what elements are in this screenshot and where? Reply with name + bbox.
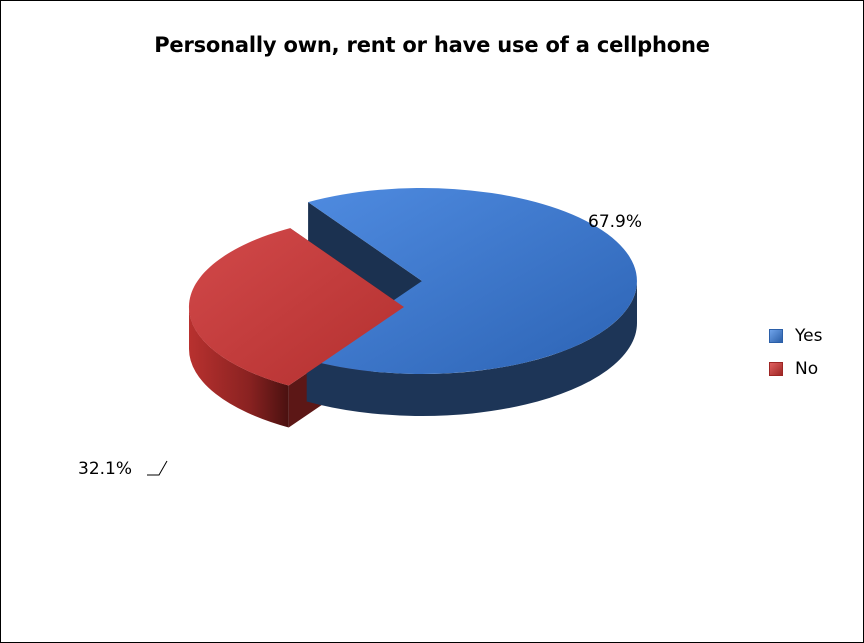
legend-label-yes: Yes (795, 325, 823, 346)
legend-item-no: No (769, 352, 822, 385)
chart-title: Personally own, rent or have use of a ce… (154, 33, 710, 57)
pie-wall-yes-0 (308, 202, 422, 323)
pie-slice-yes (306, 187, 637, 374)
pie-side-no (189, 307, 289, 428)
leader-line-no (147, 460, 168, 476)
legend-marker-yes (769, 328, 783, 343)
chart-legend: Yes No (769, 319, 822, 385)
legend-marker-no (769, 361, 783, 376)
data-label-no: 32.1% (78, 459, 132, 479)
pie-slice-no (188, 228, 404, 386)
pie-side-yes (306, 281, 637, 417)
legend-item-yes: Yes (769, 319, 822, 352)
legend-label-no: No (795, 358, 819, 379)
data-label-yes: 67.9% (588, 212, 642, 232)
